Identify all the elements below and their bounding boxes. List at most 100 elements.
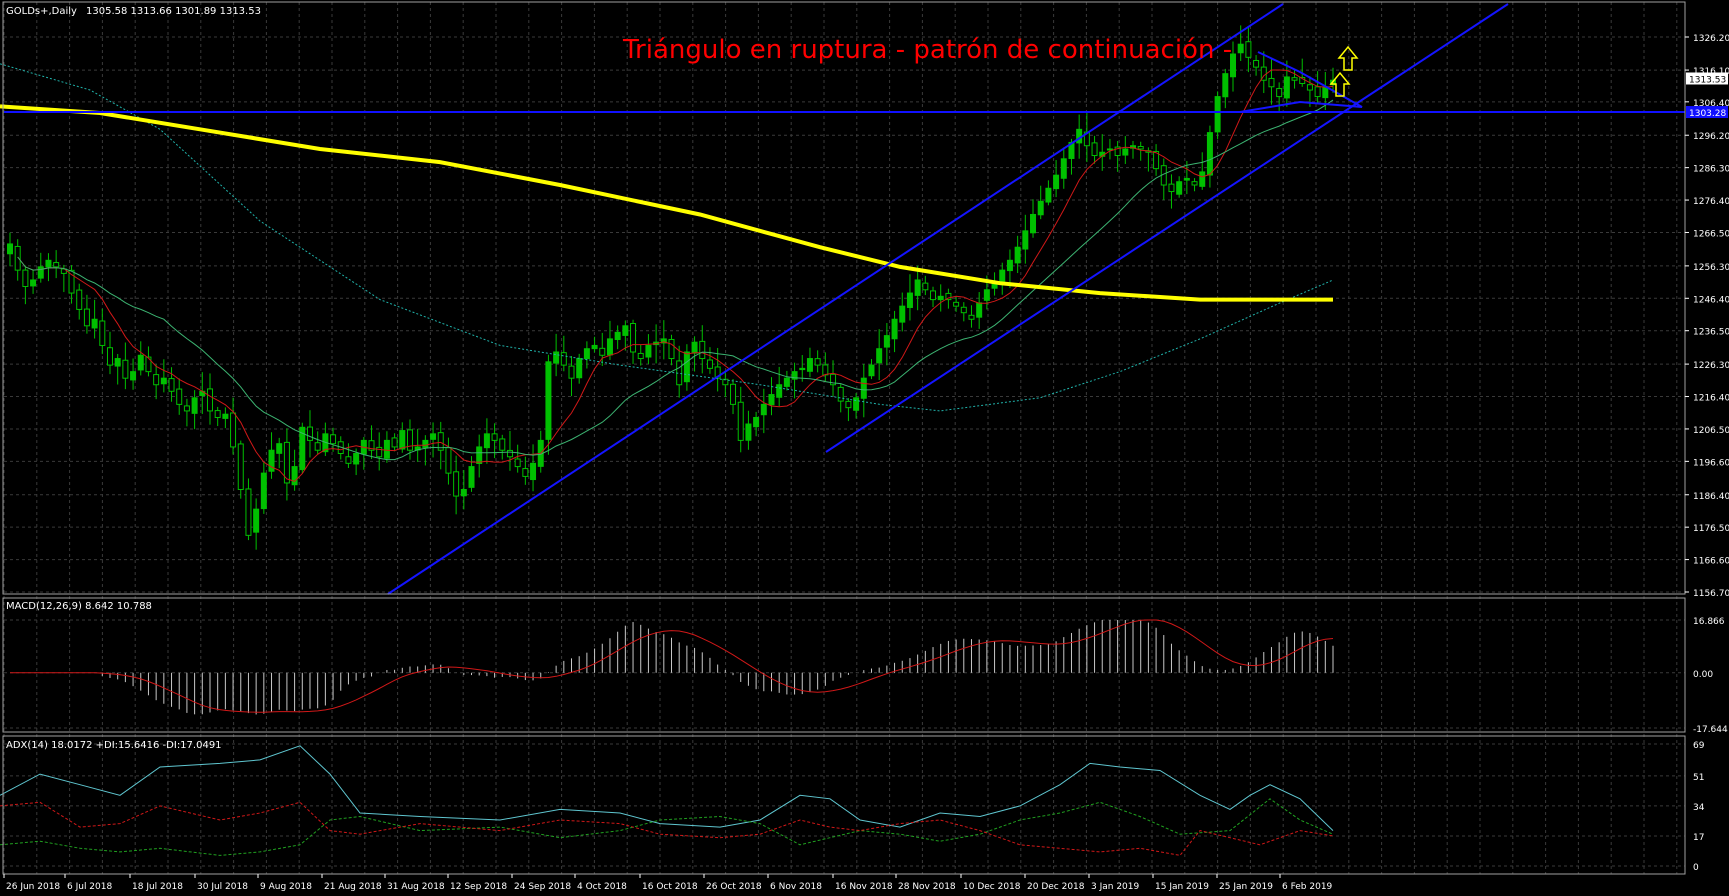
plus-di-line — [0, 798, 1334, 856]
candle-bear — [437, 432, 444, 451]
candle-bear — [722, 378, 729, 386]
adx-tick-label: 51 — [1693, 773, 1704, 783]
candle-bear — [960, 306, 967, 314]
candle-bear — [453, 471, 460, 497]
price-tick-label: 1326.20 — [1693, 34, 1729, 44]
candle-bull — [114, 358, 121, 367]
candle-bear — [106, 347, 113, 366]
axes: 1313.53 1303.28 1326.20 1316.10 1306.40 1296.… — [3, 34, 1729, 892]
candle-bear — [968, 314, 975, 320]
candle-bear — [153, 374, 160, 386]
candle-bear — [737, 401, 744, 441]
candle-bear — [1253, 59, 1260, 68]
candle-bull — [583, 348, 590, 360]
price-tick-label: 1236.50 — [1693, 328, 1729, 338]
candle-bull — [530, 462, 537, 481]
x-tick-label: 24 Sep 2018 — [514, 882, 571, 892]
candle-bear — [176, 388, 183, 405]
candle-bear — [22, 269, 29, 288]
candle-bear — [1083, 131, 1090, 147]
candle-bull — [683, 351, 690, 383]
candle-bull — [276, 443, 283, 454]
x-tick-label: 28 Nov 2018 — [898, 882, 956, 892]
candle-bear — [1291, 77, 1298, 81]
candle-bull — [799, 367, 806, 371]
candle-bear — [1137, 145, 1144, 150]
price-tick-label: 1266.50 — [1693, 229, 1729, 239]
candle-bear — [245, 488, 252, 536]
adx-tick-label: 69 — [1693, 741, 1705, 751]
candle-bear — [1306, 84, 1313, 91]
candle-bull — [1206, 132, 1213, 176]
candle-bull — [876, 348, 883, 364]
candle-bull — [791, 371, 798, 380]
candle-bull — [853, 397, 860, 411]
price-tick-label: 1186.40 — [1693, 492, 1729, 502]
adx-label: ADX(14) 18.0172 +DI:15.6416 -DI:17.0491 — [6, 740, 222, 751]
x-tick-label: 30 Jul 2018 — [197, 882, 248, 892]
current-price-box — [1686, 72, 1728, 85]
candle-bull — [591, 344, 598, 350]
candle-bull — [768, 394, 775, 406]
candle-bear — [706, 359, 713, 369]
candle-bear — [514, 458, 521, 468]
candle-bull — [1060, 158, 1067, 179]
x-tick-label: 6 Feb 2019 — [1282, 882, 1333, 892]
candle-bull — [660, 338, 667, 344]
candle-bear — [345, 456, 352, 464]
candle-bear — [230, 412, 237, 448]
channel-upper-line — [387, 3, 1284, 595]
candle-bull — [614, 331, 621, 341]
candle-bull — [291, 466, 298, 486]
candle-bull — [545, 361, 552, 440]
candle-bear — [1268, 77, 1275, 88]
candle-bull — [553, 351, 560, 364]
candle-bull — [30, 279, 37, 287]
candle-bear — [1314, 86, 1321, 98]
price-tick-label: 1226.30 — [1693, 361, 1729, 371]
x-tick-label: 6 Nov 2018 — [770, 882, 822, 892]
candle-bear — [206, 388, 213, 412]
candle-bull — [37, 266, 44, 279]
x-tick-label: 18 Jul 2018 — [132, 882, 183, 892]
candle-bull — [1237, 43, 1244, 54]
macd-signal-line — [10, 619, 1334, 713]
price-tick-label: 1316.10 — [1693, 67, 1729, 77]
moving-average-green — [17, 99, 1334, 461]
candle-bear — [214, 410, 221, 418]
candle-bull — [1030, 213, 1037, 234]
candle-bear — [637, 352, 644, 360]
candle-bear — [930, 290, 937, 301]
candle-bull — [906, 292, 913, 308]
candle-bull — [1183, 177, 1190, 181]
price-tick-label: 1166.60 — [1693, 557, 1729, 567]
candle-bull — [1022, 230, 1029, 250]
arrow-up-icon — [1329, 71, 1351, 97]
x-tick-label: 10 Dec 2018 — [963, 882, 1021, 892]
adx-tick-label: 34 — [1693, 803, 1705, 813]
ohlc-label: 1305.58 1313.66 1301.89 1313.53 — [86, 6, 261, 17]
candle-bear — [506, 449, 513, 458]
candle-bull — [999, 269, 1006, 282]
candle-bull — [383, 439, 390, 459]
candle-bull — [222, 413, 229, 419]
candle-bull — [983, 289, 990, 301]
candle-bull — [622, 325, 629, 336]
symbol-label: GOLDs+,Daily — [6, 6, 77, 17]
candle-bull — [137, 354, 144, 371]
candle-bear — [1091, 142, 1098, 157]
candle-bear — [837, 386, 844, 402]
x-tick-label: 16 Oct 2018 — [642, 882, 698, 892]
candle-bear — [145, 356, 152, 373]
x-tick-label: 26 Oct 2018 — [706, 882, 762, 892]
x-tick-label: 4 Oct 2018 — [577, 882, 627, 892]
candle-bull — [299, 426, 306, 471]
support-price-label: 1303.28 — [1689, 109, 1726, 119]
candle-bull — [899, 305, 906, 323]
price-tick-label: 1196.60 — [1693, 458, 1729, 468]
candle-bull — [353, 452, 360, 465]
candle-bull — [745, 423, 752, 441]
triangle-pattern — [1239, 51, 1363, 113]
candle-bull — [1283, 76, 1290, 99]
candle-bull — [606, 338, 613, 356]
